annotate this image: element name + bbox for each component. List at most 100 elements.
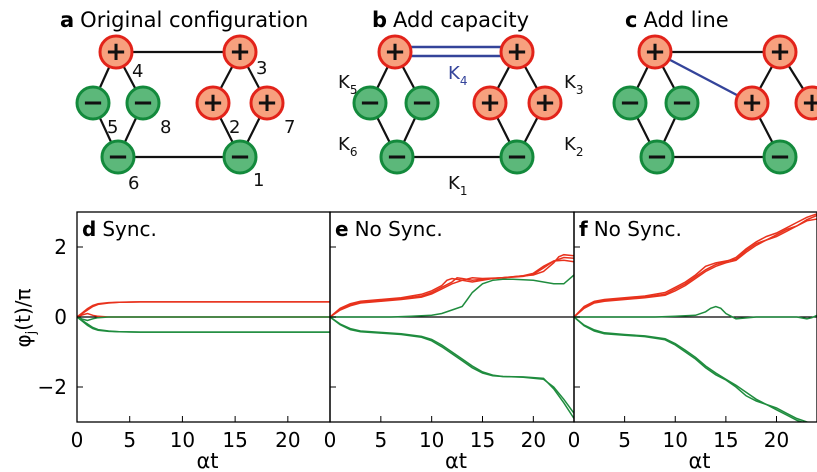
series-line-red-3 (574, 214, 817, 318)
x-tick-label: 15 (222, 428, 247, 452)
svg-text:+: + (105, 37, 127, 67)
x-tick-label: 0 (71, 428, 84, 452)
x-axis-label: αt (688, 449, 710, 472)
network-b-node-8: − (404, 85, 440, 121)
series-line-green-4 (330, 274, 574, 318)
svg-text:−: − (359, 88, 381, 118)
panel-c-letter: c (625, 8, 637, 32)
plot-panel-f: 0 5 10 15 20 f No Sync. αt (568, 211, 817, 472)
plot-title-text: Sync. (102, 217, 157, 241)
panel-a-title-text: Original configuration (80, 8, 308, 32)
network-c-node-5: − (612, 85, 648, 121)
network-a-node-8: − (125, 85, 161, 121)
y-tick-label: −2 (38, 375, 67, 399)
svg-text:−: − (506, 142, 528, 172)
network-c-added-line-edge (654, 50, 753, 105)
plot-title-d: d Sync. (82, 217, 157, 241)
svg-text:−: − (646, 142, 668, 172)
network-b-node-6: − (379, 139, 415, 175)
series-line-red-2 (77, 301, 330, 318)
plot-letter: f (579, 217, 588, 241)
svg-text:+: + (202, 88, 224, 118)
series-group (330, 253, 574, 419)
series-line-green-6 (77, 316, 330, 322)
node-number-4: 4 (132, 61, 143, 82)
network-a-node-4: + (98, 34, 134, 70)
series-line-red-2 (574, 213, 817, 318)
x-tick-label: 20 (521, 428, 546, 452)
network-a-node-7: + (249, 85, 285, 121)
plot-letter: d (82, 217, 96, 241)
edge-label-k1: K1 (448, 173, 467, 198)
network-c-node-8: − (664, 85, 700, 121)
node-number-2: 2 (229, 117, 240, 138)
edge-label-k4: K4 (448, 63, 467, 88)
x-axis-label: αt (196, 449, 218, 472)
svg-text:+: + (479, 88, 501, 118)
svg-text:+: + (801, 88, 817, 118)
svg-text:+: + (741, 88, 763, 118)
series-group (574, 213, 817, 422)
x-tick-label: 10 (170, 428, 195, 452)
network-c-node-7: + (794, 85, 817, 121)
panel-c-title: c Add line (625, 8, 729, 32)
plot-title-text: No Sync. (355, 217, 443, 241)
panel-a-title: a Original configuration (60, 8, 308, 32)
x-tick-label: 20 (275, 428, 300, 452)
panel-b-title-text: Add capacity (393, 8, 529, 32)
network-a-node-6: − (100, 139, 136, 175)
svg-text:−: − (619, 88, 641, 118)
node-number-7: 7 (284, 117, 295, 138)
x-tick-label: 0 (568, 428, 581, 452)
x-tick-label: 15 (470, 428, 495, 452)
series-line-green-5 (77, 316, 330, 333)
network-b-node-2: + (472, 85, 508, 121)
svg-text:−: − (769, 142, 791, 172)
panel-b-title: b Add capacity (372, 8, 529, 32)
network-c-node-1: − (762, 139, 798, 175)
node-number-8: 8 (160, 117, 171, 138)
series-line-red-3 (330, 259, 574, 318)
edge-label-k5: K5 (338, 72, 357, 97)
panel-c-title-text: Add line (643, 8, 728, 32)
network-b-node-5: − (352, 85, 388, 121)
panel-b-letter: b (372, 8, 387, 32)
node-number-1: 1 (253, 170, 264, 191)
plot-letter: e (335, 217, 349, 241)
y-tick-label: 2 (54, 235, 67, 259)
svg-text:−: − (107, 142, 129, 172)
network-b-node-7: + (527, 85, 563, 121)
x-tick-label: 5 (618, 428, 631, 452)
svg-text:+: + (534, 88, 556, 118)
series-line-red-1 (330, 253, 574, 318)
series-line-green-4 (574, 305, 817, 320)
x-tick-label: 5 (374, 428, 387, 452)
x-tick-label: 15 (713, 428, 738, 452)
svg-text:+: + (229, 37, 251, 67)
svg-text:−: − (671, 88, 693, 118)
network-b-diagram: + + − − + + − − K5 K6 K4 K3 K2 K1 (338, 34, 583, 198)
y-tick-label: 0 (54, 305, 67, 329)
y-axis-label: φj(t)/π (11, 288, 39, 347)
svg-text:−: − (386, 142, 408, 172)
plot-title-text: No Sync. (594, 217, 682, 241)
network-c-node-4: + (637, 34, 673, 70)
series-line-green-6 (574, 316, 804, 422)
network-a-node-1: − (222, 139, 258, 175)
network-c-diagram: + + − − + + − − (612, 34, 817, 175)
svg-text:−: − (411, 88, 433, 118)
x-tick-label: 5 (123, 428, 136, 452)
plot-title-e: e No Sync. (335, 217, 443, 241)
network-a-node-2: + (195, 85, 231, 121)
series-line-green-6 (330, 316, 574, 419)
node-number-5: 5 (107, 117, 118, 138)
network-a-node-5: − (75, 85, 111, 121)
svg-text:−: − (229, 142, 251, 172)
svg-text:−: − (82, 88, 104, 118)
network-b-node-1: − (499, 139, 535, 175)
node-number-6: 6 (128, 173, 139, 194)
svg-text:+: + (644, 37, 666, 67)
